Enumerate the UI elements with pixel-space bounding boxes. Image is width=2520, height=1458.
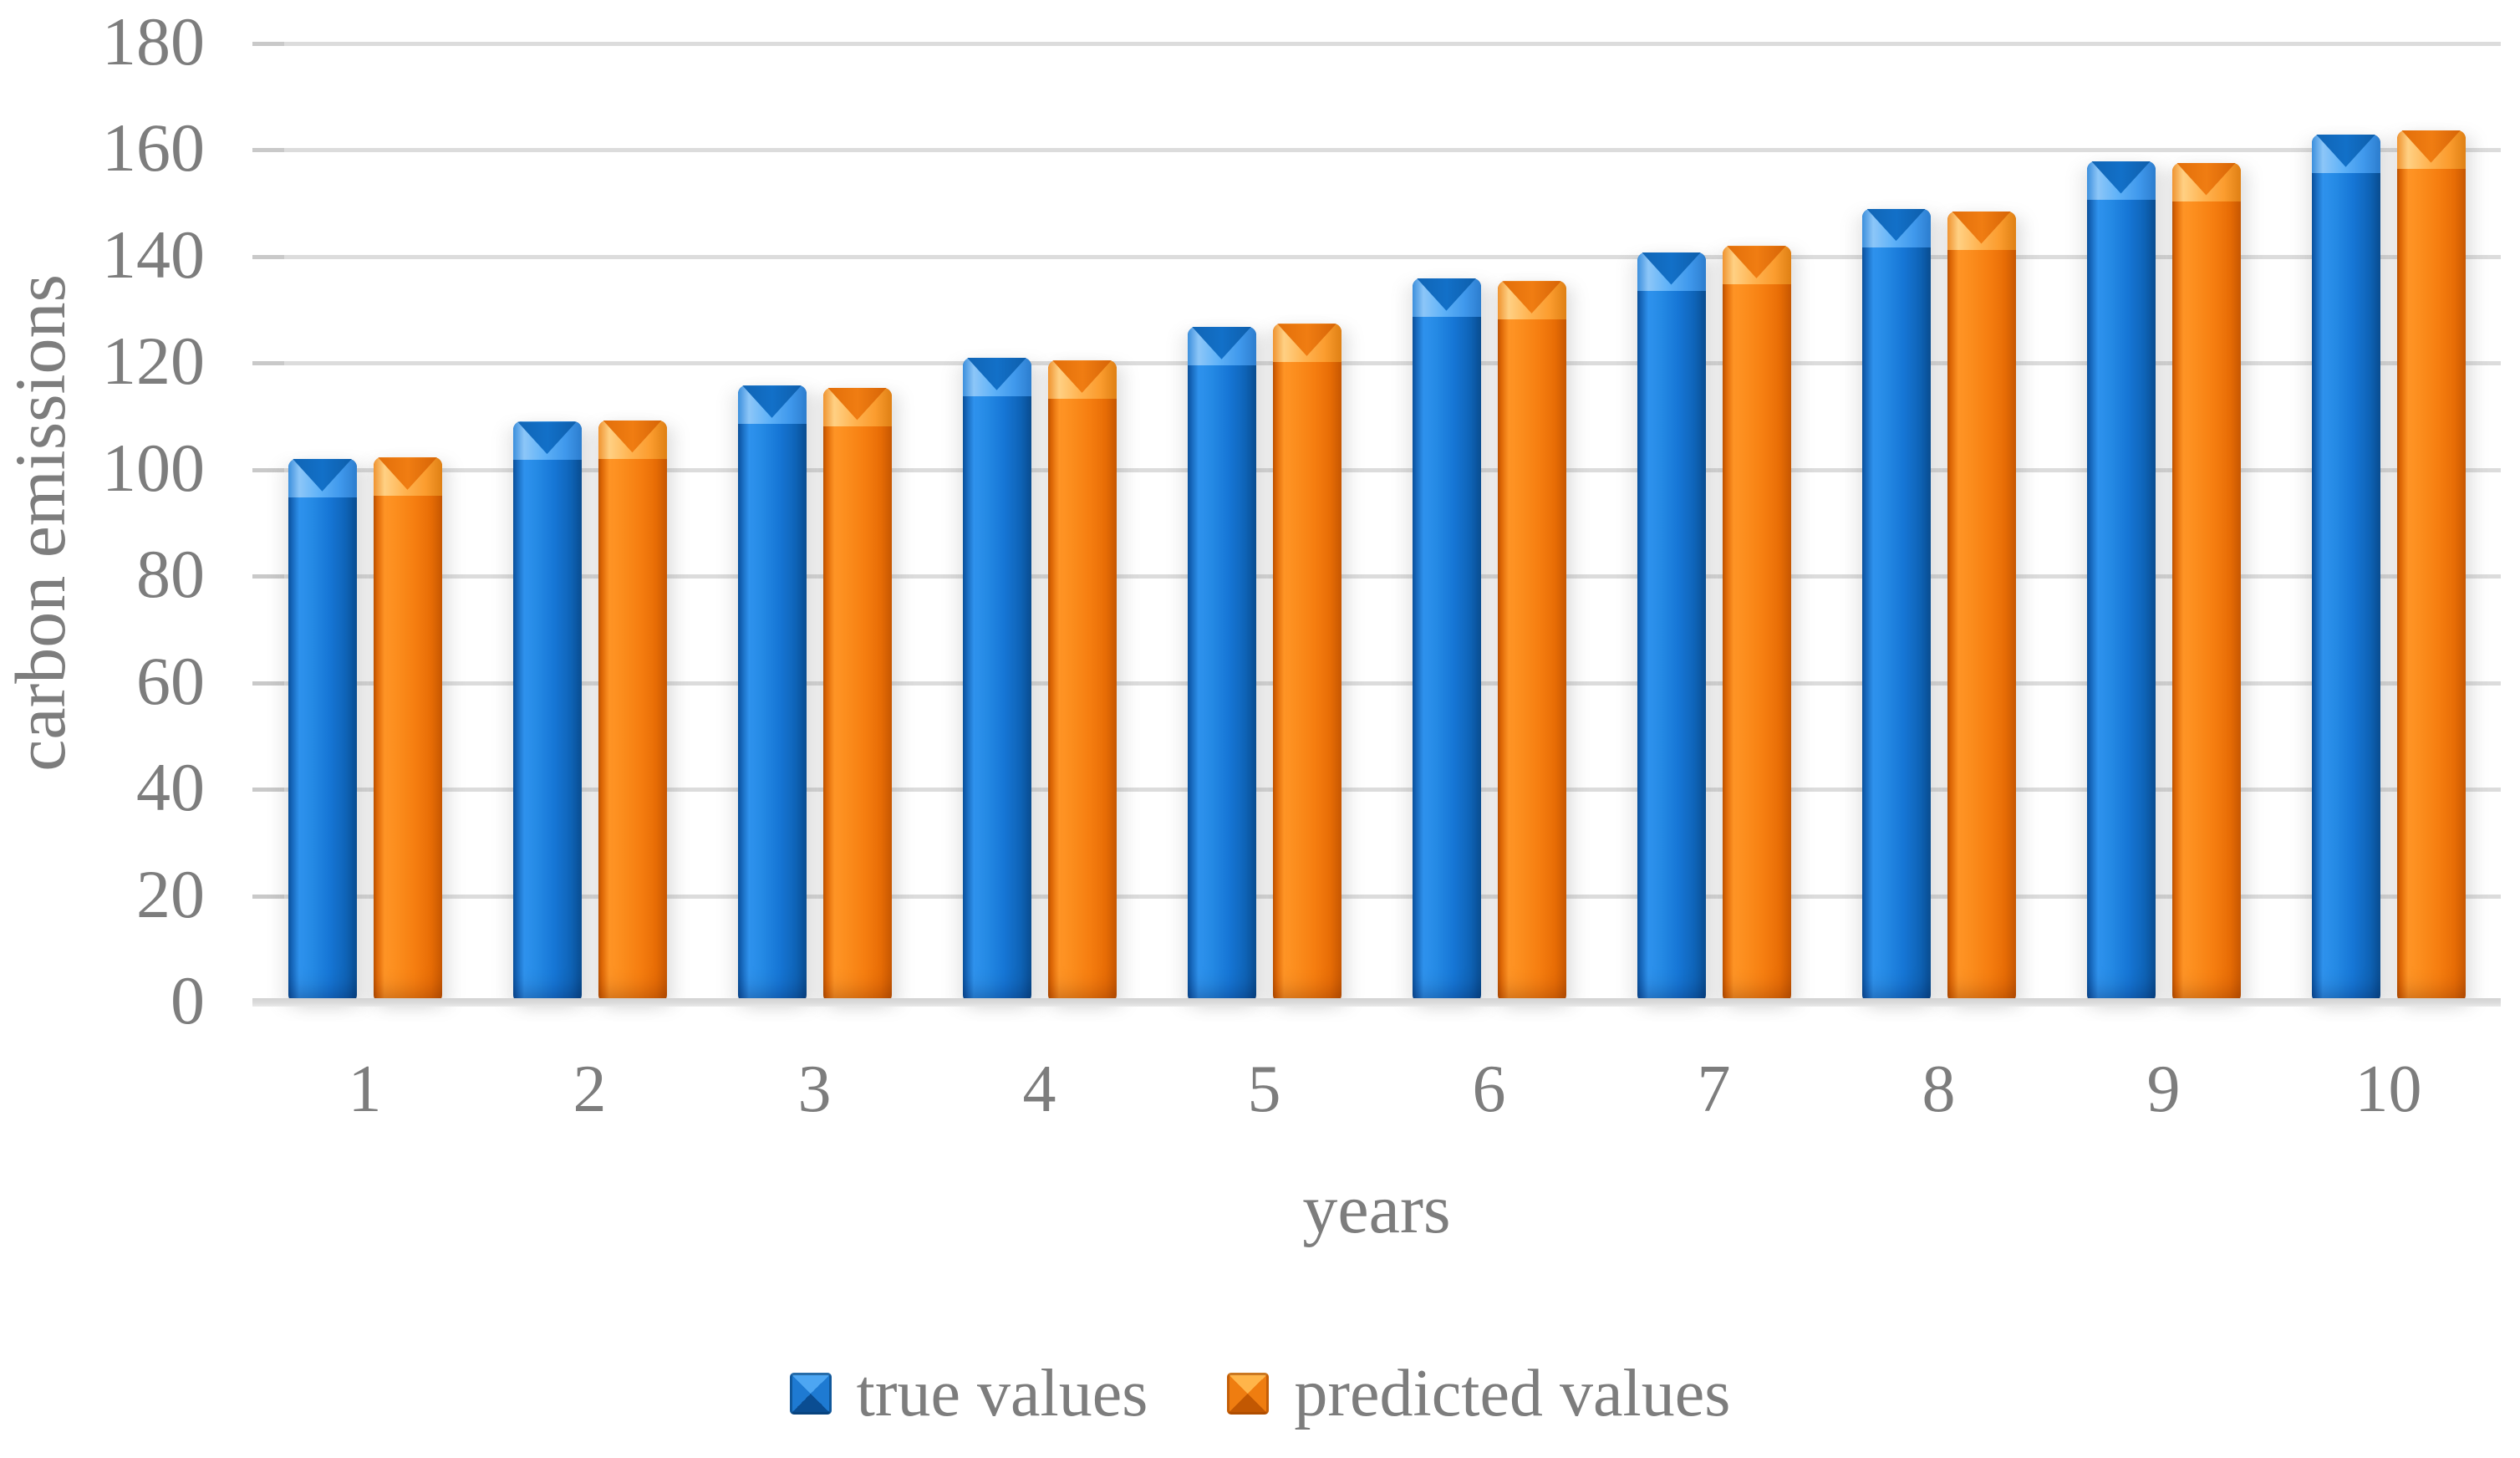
bar-group-year-4 bbox=[927, 43, 1152, 1002]
bar-group-year-2 bbox=[477, 43, 702, 1002]
gridline-80 bbox=[252, 574, 2501, 579]
y-tick-label-40: 40 bbox=[136, 749, 205, 826]
legend-item-true-values: true values bbox=[789, 1357, 1148, 1430]
bar-true-values-year-3 bbox=[737, 385, 807, 1002]
bar-predicted-values-year-4 bbox=[1047, 360, 1117, 1002]
bar-true-values-year-6 bbox=[1412, 278, 1481, 1002]
x-tick-label-4: 4 bbox=[1022, 1053, 1056, 1126]
plot-area bbox=[252, 42, 2501, 1007]
y-tick-label-0: 0 bbox=[171, 962, 205, 1038]
legend-label-true-values: true values bbox=[856, 1357, 1148, 1430]
y-tick-label-80: 80 bbox=[136, 536, 205, 613]
gridline-180 bbox=[252, 42, 2501, 46]
bar-group-year-8 bbox=[1826, 43, 2051, 1002]
legend-label-predicted-values: predicted values bbox=[1294, 1357, 1731, 1430]
gridline-20 bbox=[252, 894, 2501, 899]
bar-predicted-values-year-10 bbox=[2396, 130, 2466, 1002]
bar-predicted-values-year-8 bbox=[1947, 211, 2016, 1002]
x-tick-label-2: 2 bbox=[573, 1053, 607, 1126]
x-tick-label-6: 6 bbox=[1472, 1053, 1506, 1126]
y-tick-label-100: 100 bbox=[102, 429, 205, 506]
gridline-120 bbox=[252, 361, 2501, 366]
gridline-40 bbox=[252, 788, 2501, 793]
y-tick-label-160: 160 bbox=[102, 110, 205, 186]
bar-group-year-6 bbox=[1377, 43, 1601, 1002]
gridline-60 bbox=[252, 681, 2501, 686]
bar-true-values-year-8 bbox=[1861, 208, 1931, 1002]
legend-swatch-true-values bbox=[789, 1373, 832, 1415]
bar-group-year-9 bbox=[2051, 43, 2276, 1002]
y-tick-label-20: 20 bbox=[136, 855, 205, 932]
y-axis-tick-labels: 0 20 40 60 80 100 120 140 160 180 bbox=[0, 0, 205, 1458]
bar-true-values-year-1 bbox=[288, 459, 357, 1002]
bar-group-year-1 bbox=[252, 43, 477, 1002]
bar-groups bbox=[252, 43, 2501, 1002]
x-axis-title: years bbox=[1302, 1170, 1451, 1248]
bar-true-values-year-4 bbox=[962, 357, 1031, 1002]
x-tick-label-10: 10 bbox=[2355, 1053, 2422, 1126]
bar-predicted-values-year-6 bbox=[1497, 281, 1566, 1002]
x-tick-label-1: 1 bbox=[348, 1053, 382, 1126]
bar-predicted-values-year-1 bbox=[373, 457, 442, 1002]
y-tick-label-140: 140 bbox=[102, 216, 205, 293]
bar-true-values-year-2 bbox=[512, 421, 582, 1002]
legend-item-predicted-values: predicted values bbox=[1227, 1360, 1730, 1427]
x-tick-label-5: 5 bbox=[1247, 1053, 1281, 1126]
bar-predicted-values-year-7 bbox=[1722, 246, 1791, 1002]
gridline-100 bbox=[252, 467, 2501, 472]
gridline-160 bbox=[252, 148, 2501, 153]
gridline-140 bbox=[252, 254, 2501, 259]
y-tick-label-180: 180 bbox=[102, 3, 205, 79]
bar-predicted-values-year-3 bbox=[822, 387, 892, 1002]
x-tick-label-3: 3 bbox=[797, 1053, 832, 1126]
bar-group-year-3 bbox=[702, 43, 927, 1002]
legend-swatch-predicted-values bbox=[1227, 1373, 1270, 1415]
bar-predicted-values-year-2 bbox=[598, 420, 667, 1002]
x-tick-label-7: 7 bbox=[1697, 1053, 1731, 1126]
x-axis-tick-labels: 1 2 3 4 5 6 7 8 9 10 bbox=[252, 1052, 2501, 1128]
bar-group-year-5 bbox=[1152, 43, 1377, 1002]
bar-predicted-values-year-9 bbox=[2171, 162, 2241, 1002]
bar-group-year-7 bbox=[1601, 43, 1826, 1002]
legend: true values predicted values bbox=[0, 1348, 2520, 1440]
bar-true-values-year-5 bbox=[1187, 327, 1256, 1002]
x-axis-line bbox=[252, 998, 2501, 1007]
x-tick-label-9: 9 bbox=[2146, 1053, 2181, 1126]
y-tick-label-120: 120 bbox=[102, 323, 205, 400]
bar-true-values-year-7 bbox=[1637, 252, 1706, 1002]
bar-true-values-year-10 bbox=[2311, 134, 2380, 1002]
bar-predicted-values-year-5 bbox=[1272, 324, 1341, 1002]
bar-true-values-year-9 bbox=[2086, 161, 2156, 1002]
x-tick-label-8: 8 bbox=[1922, 1053, 1956, 1126]
y-tick-label-60: 60 bbox=[136, 642, 205, 719]
bar-group-year-10 bbox=[2276, 43, 2501, 1002]
